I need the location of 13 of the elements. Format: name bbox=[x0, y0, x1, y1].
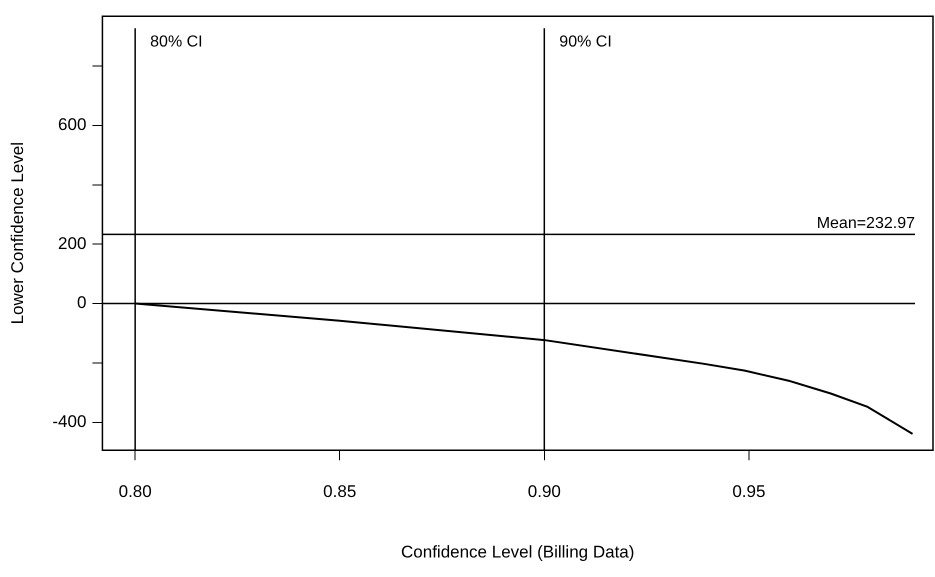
x-tick-label: 0.95 bbox=[732, 482, 766, 502]
ref-line-label: 90% CI bbox=[559, 34, 612, 51]
x-tick-label: 0.80 bbox=[118, 482, 152, 502]
x-tick-label: 0.85 bbox=[323, 482, 356, 502]
y-axis-title: Lower Confidence Level bbox=[8, 142, 27, 324]
x-tick-label: 0.90 bbox=[528, 482, 561, 502]
y-tick-label: 600 bbox=[58, 115, 86, 134]
y-tick-label: 0 bbox=[76, 293, 86, 312]
ref-line-label: 80% CI bbox=[150, 34, 203, 51]
x-axis-title: Confidence Level (Billing Data) bbox=[401, 542, 634, 562]
y-tick-label: -400 bbox=[52, 412, 86, 431]
y-tick-label: 200 bbox=[58, 234, 86, 253]
ref-line-label: Mean=232.97 bbox=[816, 214, 916, 232]
